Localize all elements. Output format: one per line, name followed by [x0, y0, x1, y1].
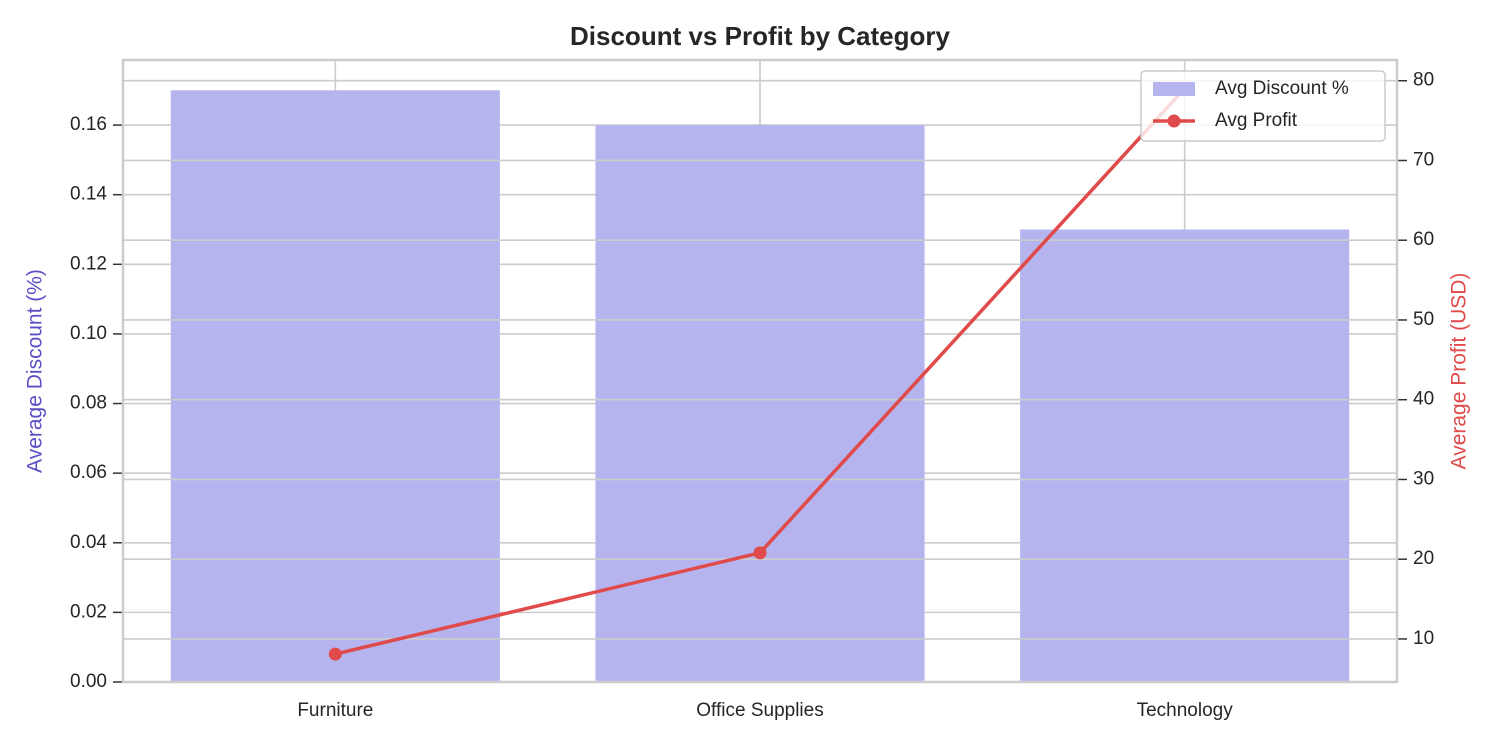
legend-box: [1140, 70, 1386, 142]
y-tick-label: 0.08: [70, 393, 107, 414]
y2-tick-label: 50: [1413, 309, 1434, 330]
y-tick-label: 0.12: [70, 253, 107, 274]
line-marker: [753, 546, 767, 560]
legend-swatch-marker: [1167, 114, 1181, 128]
x-tick-label: Office Supplies: [696, 700, 823, 721]
legend-label: Avg Profit: [1215, 110, 1298, 131]
x-tick-label: Technology: [1137, 700, 1234, 721]
legend-label: Avg Discount %: [1215, 78, 1349, 99]
y2-tick-label: 60: [1413, 229, 1434, 250]
y2-axis-label: Average Profit (USD): [1448, 273, 1471, 470]
legend-swatch: [1153, 82, 1195, 96]
y-tick-label: 0.14: [70, 184, 107, 205]
y2-tick-label: 20: [1413, 548, 1434, 569]
y-tick-label: 0.06: [70, 462, 107, 483]
plot-frame: [121, 58, 1399, 684]
bar: [170, 90, 500, 682]
y2-tick-label: 40: [1413, 389, 1434, 410]
y-tick-label: 0.04: [70, 532, 107, 553]
line-marker: [328, 647, 342, 661]
y-tick-label: 0.16: [70, 114, 107, 135]
y-tick-label: 0.00: [70, 671, 107, 692]
y2-tick-label: 30: [1413, 468, 1434, 489]
y-tick-label: 0.10: [70, 323, 107, 344]
bar: [1020, 229, 1350, 682]
y2-tick-label: 70: [1413, 149, 1434, 170]
x-tick-label: Furniture: [297, 700, 373, 721]
y-tick-label: 0.02: [70, 601, 107, 622]
y2-tick-label: 10: [1413, 628, 1434, 649]
y-axis-label: Average Discount (%): [24, 269, 47, 473]
bar: [595, 125, 925, 682]
y2-tick-label: 80: [1413, 70, 1434, 91]
chart-title: Discount vs Profit by Category: [570, 21, 950, 51]
